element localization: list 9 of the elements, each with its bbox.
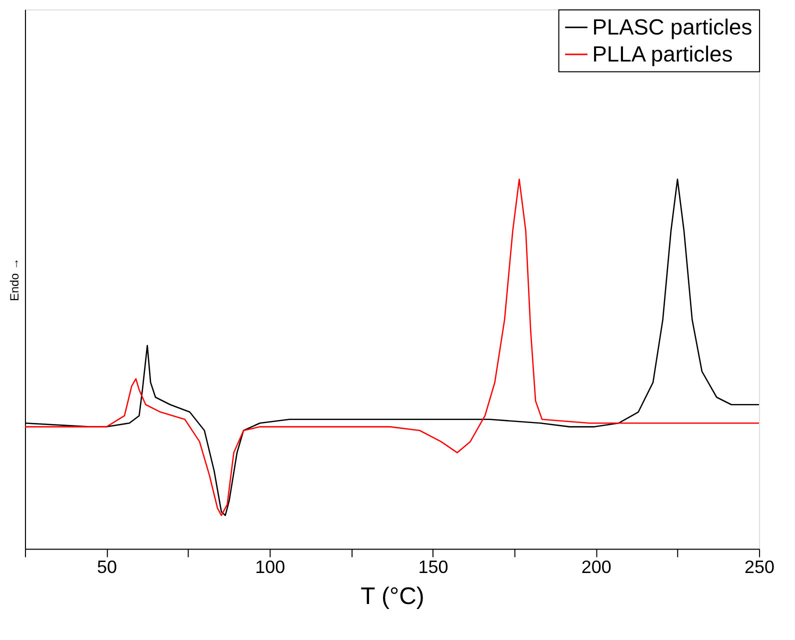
legend-label: PLLA particles: [592, 41, 733, 66]
x-tick-label: 150: [418, 557, 448, 578]
x-tick-label: 50: [97, 557, 118, 578]
x-axis-title: T (°C): [360, 583, 424, 610]
x-tick-label: 200: [581, 557, 612, 578]
x-tick-label: 250: [744, 557, 775, 578]
y-axis-title: Endo →: [7, 258, 22, 302]
legend-label: PLASC particles: [592, 14, 752, 40]
x-tick-label: 100: [255, 557, 286, 578]
